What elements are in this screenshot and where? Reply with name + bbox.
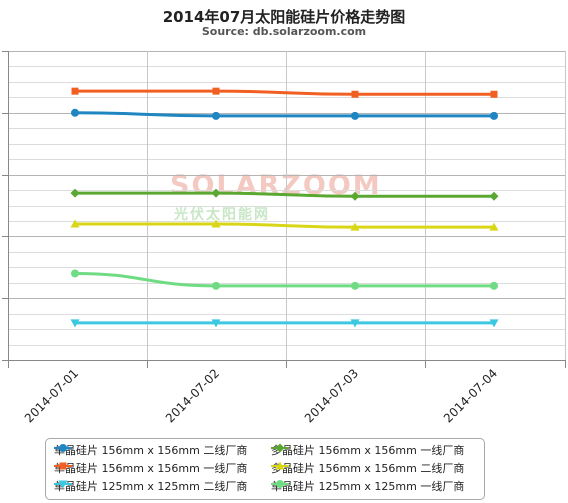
legend-item[interactable]: 单晶硅片 125mm x 125mm 二线厂商 (54, 478, 247, 494)
series-lines (70, 87, 499, 328)
data-point (71, 269, 79, 278)
legend-symbol (271, 443, 289, 453)
series-line (74, 111, 494, 118)
legend-symbol (54, 480, 72, 489)
data-point (351, 90, 359, 98)
series-line (75, 89, 494, 96)
legend-item[interactable]: 单晶硅片 125mm x 125mm 一线厂商 (271, 478, 464, 494)
data-point (351, 281, 359, 290)
data-point (58, 480, 68, 489)
legend-item[interactable]: 多晶硅片 156mm x 156mm 一线厂商 (271, 442, 464, 458)
legend-label: 单晶硅片 125mm x 125mm 二线厂商 (54, 480, 248, 493)
legend-symbol (54, 462, 72, 470)
legend-label: 单晶硅片 156mm x 156mm 二线厂商 (54, 444, 248, 457)
data-point (211, 219, 221, 228)
chart-subtitle: Source: db.solarzoom.com (201, 25, 367, 38)
series-4 (70, 219, 499, 231)
x-tick-label: 2014-07-01 (22, 366, 81, 425)
data-point (276, 480, 284, 488)
series-5 (70, 319, 499, 328)
data-point (59, 444, 67, 452)
legend-label: 单晶硅片 156mm x 156mm 一线厂商 (54, 462, 248, 475)
legend: 单晶硅片 156mm x 156mm 二线厂商多晶硅片 156mm x 156m… (45, 438, 485, 500)
data-point (212, 281, 220, 290)
data-point (211, 319, 221, 328)
series-3 (71, 87, 498, 98)
series-line (74, 271, 494, 288)
legend-label: 多晶硅片 156mm x 156mm 二线厂商 (271, 462, 465, 475)
data-point (70, 219, 80, 228)
series-line (75, 191, 494, 198)
data-point (490, 281, 498, 290)
legend-item[interactable]: 多晶硅片 156mm x 156mm 二线厂商 (271, 460, 464, 476)
data-point (489, 191, 499, 201)
series-2 (70, 188, 499, 201)
axes (2, 51, 566, 368)
x-tick-labels: 2014-07-01 2014-07-02 2014-07-03 2014-07-04 (22, 366, 500, 425)
legend-item[interactable]: 单晶硅片 156mm x 156mm 二线厂商 (54, 442, 247, 458)
legend-item[interactable]: 单晶硅片 156mm x 156mm 一线厂商 (54, 460, 247, 476)
data-point (351, 111, 359, 120)
series-line (75, 222, 494, 229)
data-point (70, 188, 80, 198)
legend-label: 多晶硅片 156mm x 156mm 一线厂商 (271, 444, 465, 457)
data-point (490, 90, 498, 98)
legend-label: 单晶硅片 125mm x 125mm 一线厂商 (271, 480, 465, 493)
legend-symbol (271, 461, 289, 470)
legend-symbol (271, 480, 289, 488)
data-point (212, 87, 220, 95)
data-point (350, 319, 360, 328)
data-point (71, 87, 79, 95)
data-point (71, 108, 79, 117)
data-point (489, 319, 499, 328)
data-point (275, 443, 285, 453)
data-point (490, 111, 498, 120)
series-6 (71, 269, 498, 290)
watermark-tagline: 光伏太阳能网 (174, 207, 270, 223)
data-point (275, 461, 285, 470)
data-point (212, 111, 220, 120)
legend-symbol (54, 444, 72, 452)
data-point (211, 188, 221, 198)
data-point (59, 462, 67, 470)
chart-title: 2014年07月太阳能硅片价格走势图 (162, 8, 406, 26)
x-tick-label: 2014-07-02 (163, 366, 222, 425)
data-point (350, 191, 360, 201)
data-point (489, 222, 499, 231)
x-tick-label: 2014-07-04 (441, 366, 500, 425)
data-point (350, 222, 360, 231)
data-point (70, 319, 80, 328)
series-1 (71, 108, 498, 120)
x-tick-label: 2014-07-03 (302, 366, 361, 425)
grid (8, 51, 566, 361)
